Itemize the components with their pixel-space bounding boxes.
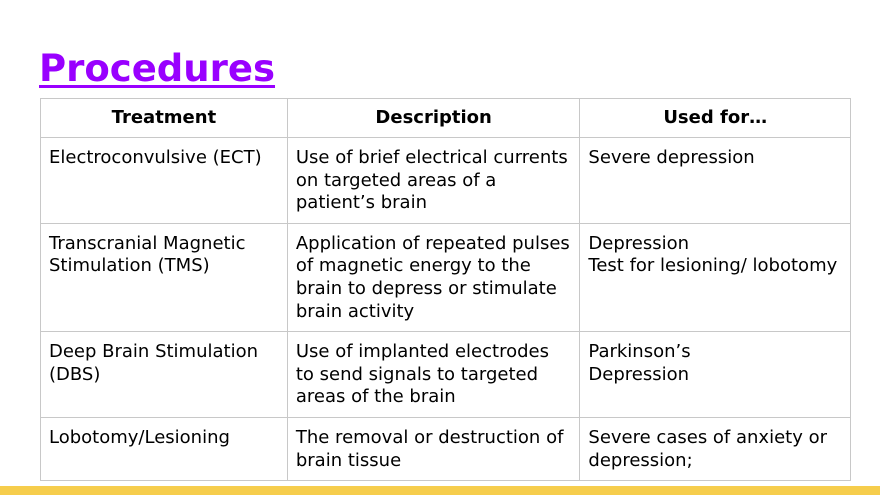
- used-for-item: Severe depression: [588, 147, 755, 168]
- procedures-table: Treatment Description Used for… Electroc…: [40, 98, 851, 482]
- treatment-cell: Deep Brain Stimulation (DBS): [40, 331, 288, 418]
- used-for-item: Depression: [588, 232, 690, 254]
- used-for-item: Depression: [588, 363, 690, 385]
- table-header-row: Treatment Description Used for…: [40, 98, 851, 138]
- header-description: Description: [286, 98, 581, 138]
- used-for-cell: Parkinson’s Depression: [579, 331, 851, 418]
- table-row: Electroconvulsive (ECT) Use of brief ele…: [40, 137, 851, 224]
- description-cell: Use of implanted electrodes to send sign…: [286, 331, 581, 418]
- used-for-cell: Depression Test for lesioning/ lobotomy: [579, 222, 851, 333]
- used-for-item: Test for lesioning/ lobotomy: [588, 255, 838, 277]
- header-used-for: Used for…: [579, 98, 851, 138]
- slide-title: Procedures: [39, 47, 276, 90]
- treatment-cell: Electroconvulsive (ECT): [40, 137, 288, 224]
- description-cell: Application of repeated pulses of magnet…: [286, 222, 581, 333]
- header-treatment: Treatment: [40, 98, 288, 138]
- treatment-cell: Lobotomy/Lesioning: [40, 416, 288, 482]
- used-for-item: Parkinson’s: [588, 341, 691, 363]
- treatment-cell: Transcranial Magnetic Stimulation (TMS): [40, 222, 288, 333]
- description-cell: Use of brief electrical currents on targ…: [286, 137, 581, 224]
- used-for-cell: Severe depression: [579, 137, 851, 224]
- table-row: Transcranial Magnetic Stimulation (TMS) …: [40, 222, 851, 333]
- footer-accent-bar: [0, 486, 880, 495]
- used-for-cell: Severe cases of anxiety or depression;: [579, 416, 851, 482]
- table-row: Deep Brain Stimulation (DBS) Use of impl…: [40, 331, 851, 418]
- table-row: Lobotomy/Lesioning The removal or destru…: [40, 416, 851, 482]
- used-for-item: Severe cases of anxiety or depression;: [588, 426, 827, 471]
- description-cell: The removal or destruction of brain tiss…: [286, 416, 581, 482]
